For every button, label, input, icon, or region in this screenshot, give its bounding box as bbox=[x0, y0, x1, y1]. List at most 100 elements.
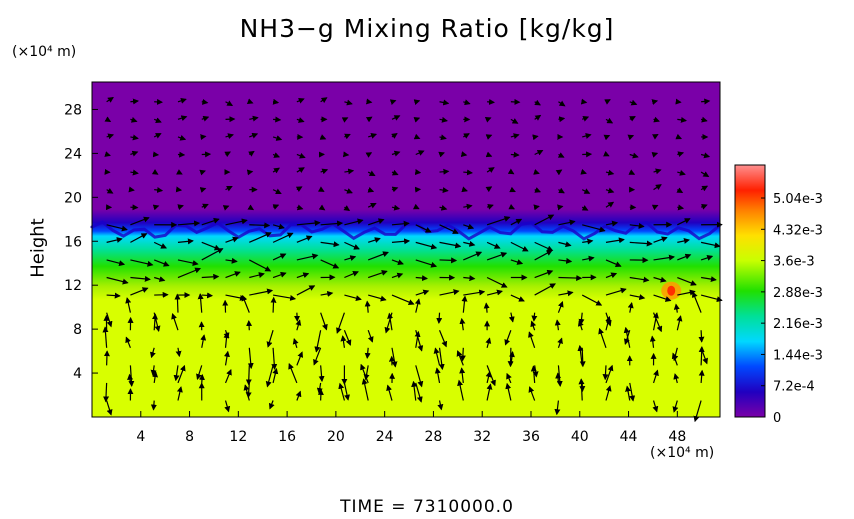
wind-arrow bbox=[266, 330, 274, 348]
wind-arrow bbox=[130, 150, 139, 157]
wind-arrow bbox=[270, 296, 277, 313]
wind-arrow bbox=[506, 372, 512, 384]
wind-arrow bbox=[224, 368, 232, 384]
wind-arrow bbox=[439, 224, 459, 234]
wind-arrow bbox=[151, 169, 159, 175]
wind-arrow bbox=[176, 169, 183, 175]
wind-arrow bbox=[173, 365, 180, 382]
wind-arrow bbox=[700, 171, 710, 178]
wind-arrow bbox=[391, 347, 398, 368]
wind-arrow bbox=[415, 241, 438, 250]
wind-arrow bbox=[485, 151, 493, 158]
wind-arrow bbox=[528, 331, 536, 348]
wind-arrow bbox=[391, 259, 404, 266]
wind-arrow bbox=[486, 204, 494, 210]
wind-arrow bbox=[459, 317, 466, 331]
wind-arrow bbox=[439, 116, 448, 123]
colorbar-scale bbox=[734, 164, 766, 418]
wind-arrow bbox=[153, 241, 168, 249]
wind-arrow bbox=[149, 347, 156, 359]
wind-arrow bbox=[106, 259, 126, 267]
wind-arrow bbox=[296, 285, 316, 296]
wind-arrow bbox=[225, 294, 246, 301]
wind-arrow bbox=[103, 382, 110, 403]
wind-arrow bbox=[344, 133, 351, 140]
wind-arrow bbox=[342, 151, 350, 158]
wind-arrow bbox=[558, 257, 573, 264]
wind-arrow bbox=[558, 100, 566, 107]
wind-arrow bbox=[225, 185, 233, 192]
wind-arrow bbox=[201, 98, 209, 105]
wind-arrow bbox=[486, 252, 508, 261]
wind-arrow bbox=[677, 253, 692, 261]
wind-arrow bbox=[651, 99, 659, 106]
wind-arrow bbox=[439, 168, 450, 175]
wind-arrow bbox=[391, 238, 411, 245]
wind-arrow bbox=[102, 326, 109, 348]
wind-arrow bbox=[249, 272, 265, 279]
wind-arrow bbox=[557, 152, 565, 158]
wind-arrow bbox=[598, 327, 607, 348]
wind-arrow bbox=[603, 150, 610, 157]
wind-arrow bbox=[344, 255, 357, 262]
x-tick-label: 32 bbox=[473, 429, 491, 445]
y-tick-label: 24 bbox=[64, 146, 82, 162]
wind-arrow bbox=[384, 312, 393, 334]
wind-arrow bbox=[271, 347, 278, 370]
wind-arrow bbox=[296, 220, 321, 227]
wind-arrow bbox=[246, 320, 253, 331]
layer-boundary bbox=[90, 220, 721, 241]
wind-arrow bbox=[344, 294, 362, 302]
wind-arrow bbox=[415, 365, 424, 388]
wind-arrow bbox=[698, 330, 705, 343]
wind-arrow bbox=[153, 133, 162, 139]
wind-arrow bbox=[534, 269, 554, 279]
wind-arrow bbox=[367, 330, 374, 343]
wind-arrow bbox=[249, 115, 259, 122]
wind-arrow bbox=[629, 152, 639, 159]
wind-arrow bbox=[581, 205, 589, 211]
wind-arrow bbox=[629, 294, 646, 301]
wind-arrow bbox=[367, 202, 377, 209]
wind-arrow bbox=[272, 232, 294, 243]
wind-arrow bbox=[532, 134, 539, 141]
wind-arrow bbox=[225, 236, 239, 243]
wind-arrow bbox=[365, 116, 373, 123]
wind-arrow bbox=[628, 169, 636, 175]
wind-arrow bbox=[296, 253, 319, 261]
wind-arrow bbox=[677, 116, 687, 123]
wind-arrow bbox=[175, 347, 182, 358]
hotspot-core bbox=[667, 285, 676, 296]
wind-arrow bbox=[177, 238, 194, 245]
wind-arrow bbox=[677, 151, 685, 158]
wind-arrow bbox=[652, 312, 663, 333]
wind-arrow bbox=[225, 271, 241, 279]
wind-arrow bbox=[602, 365, 609, 381]
wind-arrow bbox=[677, 218, 691, 226]
wind-arrow bbox=[154, 276, 166, 282]
wind-arrow bbox=[391, 169, 399, 176]
wind-arrow bbox=[320, 168, 329, 175]
wind-arrow bbox=[463, 240, 476, 247]
wind-arrow bbox=[558, 241, 572, 248]
wind-arrow bbox=[672, 347, 679, 362]
wind-arrow bbox=[150, 400, 157, 411]
wind-arrow bbox=[196, 365, 203, 381]
wind-arrow bbox=[412, 203, 420, 210]
wind-arrow bbox=[247, 347, 254, 370]
wind-arrow bbox=[459, 367, 466, 384]
wind-arrow bbox=[249, 232, 272, 243]
wind-arrow bbox=[272, 204, 280, 210]
colorbar-tick-label: 7.2e-4 bbox=[773, 380, 815, 395]
wind-arrow bbox=[272, 294, 297, 301]
wind-arrow bbox=[463, 289, 486, 296]
wind-arrow bbox=[580, 168, 587, 175]
x-tick-label: 40 bbox=[571, 429, 589, 445]
wind-arrow bbox=[391, 186, 399, 193]
wind-arrow bbox=[106, 237, 123, 243]
wind-arrow bbox=[534, 283, 556, 296]
y-axis-label: Height bbox=[27, 218, 49, 278]
wind-arrow bbox=[368, 133, 378, 139]
wind-arrow bbox=[245, 365, 252, 386]
colorbar: 5.04e-3 4.32e-3 3.6e-3 2.88e-3 2.16e-3 1.44e-… bbox=[734, 164, 823, 426]
